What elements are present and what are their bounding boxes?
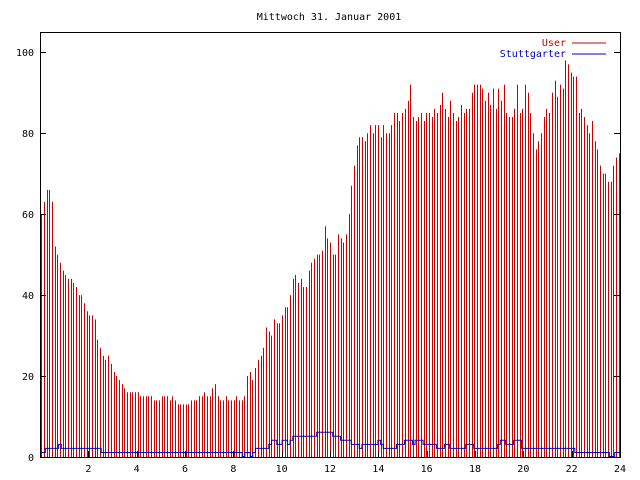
y-axis: 0 20 40 60 80 100	[16, 48, 620, 464]
y-tick-label: 60	[22, 210, 34, 221]
x-tick-label: 10	[276, 464, 288, 475]
y-tick-label: 0	[28, 453, 34, 464]
legend-label-stuttgarter: Stuttgarter	[500, 49, 566, 60]
x-tick-label: 24	[614, 464, 626, 475]
legend: User Stuttgarter	[500, 38, 606, 60]
x-tick-label: 8	[230, 464, 236, 475]
x-tick-label: 22	[566, 464, 578, 475]
x-axis: 2 4 6 8 10 12 14 16 18 20 22 24	[85, 451, 626, 475]
legend-label-user: User	[542, 38, 566, 49]
stuttgarter-line	[40, 431, 620, 457]
y-tick-label: 100	[16, 48, 34, 59]
y-tick-label: 80	[22, 129, 34, 140]
chart-title: Mittwoch 31. Januar 2001	[257, 12, 402, 23]
x-tick-label: 2	[85, 464, 91, 475]
x-tick-label: 18	[469, 464, 481, 475]
user-bars	[41, 60, 620, 457]
y-tick-label: 40	[22, 291, 34, 302]
y-tick-label: 20	[22, 372, 34, 383]
x-tick-label: 6	[182, 464, 188, 475]
x-tick-label: 16	[421, 464, 433, 475]
x-tick-label: 14	[372, 464, 384, 475]
plot-frame	[40, 32, 621, 458]
x-tick-label: 12	[324, 464, 336, 475]
x-tick-label: 20	[517, 464, 529, 475]
x-tick-label: 4	[134, 464, 140, 475]
